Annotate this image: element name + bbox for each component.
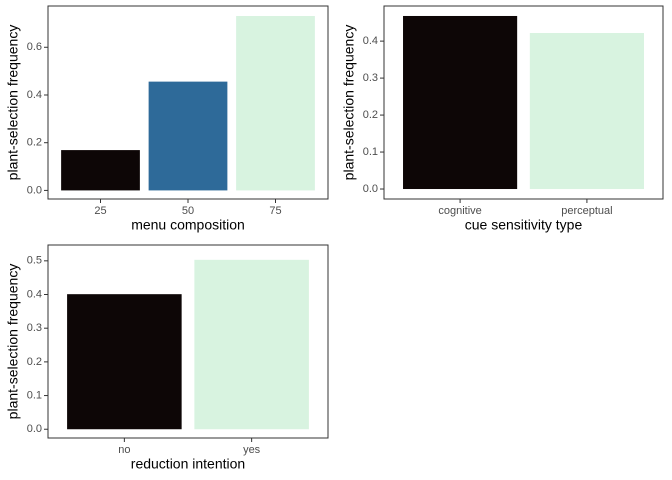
- y-tick-label: 0.2: [27, 137, 42, 149]
- bar: [236, 16, 315, 191]
- y-tick-label: 0.4: [27, 288, 42, 300]
- x-tick-label: no: [118, 444, 130, 456]
- y-tick-label: 0.3: [363, 72, 378, 84]
- x-axis-title: cue sensitivity type: [465, 217, 583, 233]
- y-tick-label: 0.5: [27, 255, 42, 267]
- x-tick-label: yes: [243, 444, 261, 456]
- x-axis-title: reduction intention: [131, 456, 245, 472]
- bar: [403, 15, 518, 190]
- panel-border: [47, 244, 329, 439]
- x-tick-label: 50: [182, 205, 194, 217]
- bar: [148, 81, 228, 191]
- panel-border: [47, 5, 329, 200]
- y-axis-title: plant-selection frequency: [5, 264, 21, 420]
- y-tick-label: 0.1: [363, 146, 378, 158]
- x-tick-label: 75: [269, 205, 281, 217]
- y-tick-label: 0.2: [363, 109, 378, 121]
- y-tick-label: 0.4: [363, 35, 378, 47]
- bar: [67, 294, 182, 430]
- bar: [529, 32, 644, 190]
- y-tick-label: 0.2: [27, 356, 42, 368]
- y-axis-title: plant-selection frequency: [341, 25, 357, 181]
- bar: [61, 150, 140, 191]
- bar: [194, 259, 309, 430]
- y-tick-label: 0.0: [27, 184, 42, 196]
- x-tick-label: cognitive: [438, 205, 481, 217]
- x-tick-label: 25: [94, 205, 106, 217]
- y-axis-title: plant-selection frequency: [5, 25, 21, 181]
- y-tick-label: 0.0: [363, 183, 378, 195]
- y-tick-label: 0.1: [27, 389, 42, 401]
- x-axis-title: menu composition: [131, 217, 245, 233]
- x-tick-label: perceptual: [561, 205, 612, 217]
- y-tick-label: 0.4: [27, 89, 42, 101]
- y-tick-label: 0.0: [27, 423, 42, 435]
- y-tick-label: 0.3: [27, 322, 42, 334]
- panel-border: [383, 5, 664, 200]
- y-tick-label: 0.6: [27, 41, 42, 53]
